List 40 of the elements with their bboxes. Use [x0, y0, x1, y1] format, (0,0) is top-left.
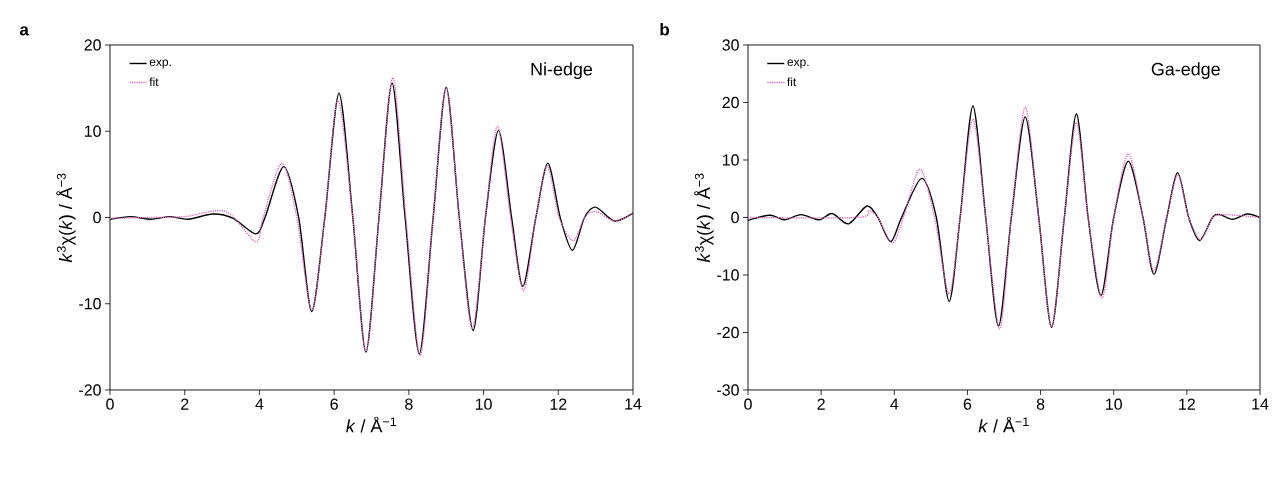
legend-label: exp. — [149, 59, 171, 69]
chart-title: b — [660, 23, 670, 36]
y-tick-label: -10 — [717, 269, 739, 281]
x-tick-label: 12 — [550, 398, 567, 410]
x-tick-label: 8 — [1036, 398, 1045, 410]
x-tick-label: 14 — [1252, 398, 1269, 410]
x-tick-label: 6 — [330, 398, 338, 410]
y-tick-label: 0 — [93, 211, 101, 224]
chart-title: a — [19, 26, 29, 36]
x-tick-label: 4 — [890, 398, 899, 410]
x-tick-label: 6 — [963, 398, 972, 410]
x-tick-label: 10 — [475, 398, 492, 410]
y-tick-label: -10 — [79, 298, 101, 310]
x-axis-title: k / Å$^{−1}$ — [978, 416, 1029, 433]
y-tick-label: 10 — [722, 154, 739, 166]
x-tick-label: 2 — [817, 398, 825, 410]
y-tick-label: 0 — [731, 211, 739, 224]
y-tick-label: -20 — [79, 384, 101, 396]
y-tick-label: 10 — [84, 125, 101, 137]
x-tick-label: 14 — [625, 398, 642, 410]
x-tick-label: 0 — [744, 398, 752, 410]
x-axis-title: k / Å$^{−1}$ — [346, 416, 397, 433]
legend-label: fit — [787, 77, 797, 87]
x-tick-label: 8 — [405, 398, 413, 410]
y-axis-title: k$^{3}$χ(k) / Å$^{−3}$ — [694, 173, 714, 263]
y-axis-title: k$^{3}$χ(k) / Å$^{−3}$ — [56, 173, 76, 263]
x-tick-label: 0 — [106, 398, 114, 410]
x-tick-label: 4 — [255, 398, 264, 410]
legend-label: exp. — [787, 59, 809, 69]
y-tick-label: 20 — [722, 96, 739, 109]
y-tick-label: -20 — [717, 326, 739, 339]
y-tick-label: -30 — [717, 384, 739, 396]
x-tick-label: 12 — [1179, 398, 1195, 410]
annotation: Ga-edge — [1151, 62, 1220, 80]
y-tick-label: 20 — [84, 39, 101, 51]
y-tick-label: 30 — [722, 39, 739, 51]
x-tick-label: 10 — [1106, 398, 1122, 410]
legend-label: fit — [149, 77, 159, 87]
x-tick-label: 2 — [181, 398, 189, 410]
annotation: Ni-edge — [531, 62, 593, 80]
